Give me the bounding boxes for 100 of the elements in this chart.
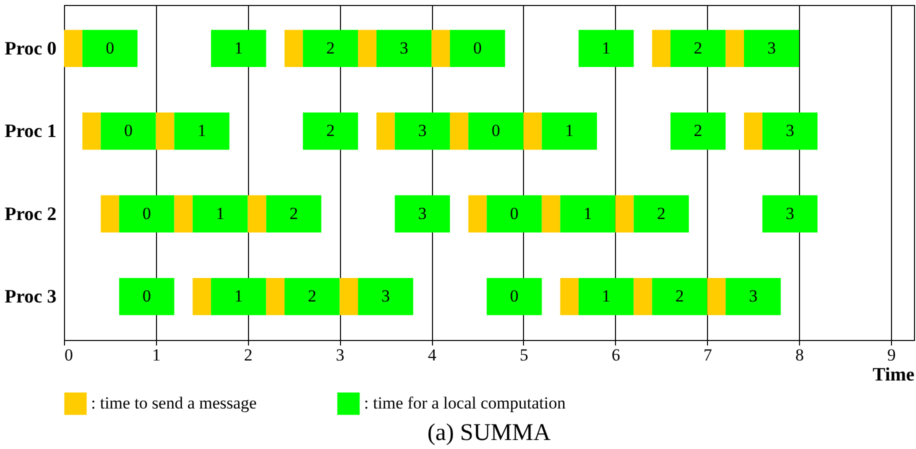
bar	[432, 30, 450, 68]
x-tick-label: 4	[428, 346, 437, 364]
bar	[670, 30, 726, 68]
annotation: 2	[308, 286, 316, 306]
text: (a) SUMMA	[427, 420, 552, 446]
annotation: 0	[124, 121, 133, 140]
annotation: 1	[234, 38, 243, 58]
annotation: 2	[675, 286, 684, 306]
bar	[744, 112, 762, 150]
bar	[578, 30, 634, 68]
bar	[119, 195, 174, 232]
annotation: 1	[602, 286, 610, 306]
bar	[652, 278, 708, 316]
annotation: 1	[602, 38, 610, 58]
bar	[468, 112, 524, 150]
annotation: 2	[289, 204, 298, 223]
annotation: 2	[326, 38, 335, 58]
x-tick-label: 8	[795, 346, 804, 364]
annotation: 3	[418, 204, 427, 223]
bar	[542, 195, 560, 232]
annotation: 3	[418, 121, 427, 140]
bar	[64, 30, 82, 68]
y-tick-label: Proc 2	[4, 204, 56, 225]
bar	[762, 195, 818, 232]
bar	[358, 30, 376, 68]
x-axis-title: Time	[872, 364, 914, 386]
bar	[192, 195, 248, 232]
x-tick-label: 2	[244, 346, 253, 364]
bar	[670, 112, 726, 150]
legend-label: : time for a local computation	[364, 394, 566, 413]
bar	[248, 195, 266, 232]
annotation: 0	[142, 204, 151, 223]
bar	[523, 112, 542, 150]
x-tick-label: 0	[64, 346, 73, 364]
bar	[634, 195, 689, 232]
bar	[762, 112, 818, 150]
bar	[744, 30, 800, 68]
bar	[726, 278, 781, 316]
bar	[211, 278, 266, 316]
annotation: 1	[234, 286, 243, 306]
annotation: 0	[510, 204, 519, 223]
bar	[192, 278, 212, 316]
annotation: 0	[492, 121, 500, 140]
bar	[486, 195, 542, 232]
bar	[615, 195, 634, 232]
bar	[394, 112, 450, 150]
annotation: 3	[786, 204, 794, 223]
annotation: 1	[198, 121, 206, 140]
annotation: 2	[326, 121, 335, 140]
bar	[560, 278, 579, 316]
x-tick-label: 3	[336, 346, 344, 364]
bar	[156, 112, 174, 150]
annotation: 2	[657, 204, 666, 223]
bar	[266, 278, 285, 316]
annotation: 3	[767, 38, 776, 58]
bar	[82, 30, 138, 68]
bar	[284, 30, 303, 68]
annotation: 3	[400, 38, 408, 58]
bar	[376, 112, 395, 150]
bar	[340, 278, 358, 316]
annotation: 0	[473, 38, 482, 58]
bar	[707, 278, 726, 316]
bar	[174, 112, 230, 150]
y-tick-label: Proc 0	[4, 38, 56, 60]
annotation: 3	[786, 121, 794, 140]
annotation: 2	[694, 38, 702, 58]
annotation: 3	[748, 286, 758, 306]
bar	[634, 278, 652, 316]
x-tick-label: 9	[887, 346, 896, 364]
annotation: 1	[584, 204, 592, 223]
annotation: 3	[381, 286, 390, 306]
bar	[100, 112, 156, 150]
bar	[578, 278, 634, 316]
legend-label: : time to send a message	[91, 394, 257, 413]
x-tick-label: 6	[612, 346, 620, 364]
x-tick-label: 7	[703, 346, 712, 364]
annotation: 1	[216, 204, 224, 223]
bar	[394, 195, 450, 232]
y-tick-label: Proc 1	[4, 121, 56, 142]
bar	[119, 278, 174, 316]
annotation: 0	[142, 286, 151, 306]
bar	[450, 112, 468, 150]
bar	[302, 112, 358, 150]
annotation: 2	[694, 121, 702, 140]
annotation: 0	[106, 38, 114, 58]
bar	[358, 278, 414, 316]
bar	[284, 278, 340, 316]
bar	[302, 30, 358, 68]
y-tick-label: Proc 3	[4, 286, 56, 308]
annotation: 1	[565, 121, 574, 140]
bar	[82, 112, 101, 150]
bar	[726, 30, 744, 68]
bar	[542, 112, 597, 150]
bar	[376, 30, 432, 68]
x-tick-label: 1	[152, 346, 161, 364]
annotation: 0	[510, 286, 519, 306]
bar	[266, 195, 322, 232]
bar	[100, 195, 120, 232]
bar	[468, 195, 487, 232]
bar	[652, 30, 670, 68]
